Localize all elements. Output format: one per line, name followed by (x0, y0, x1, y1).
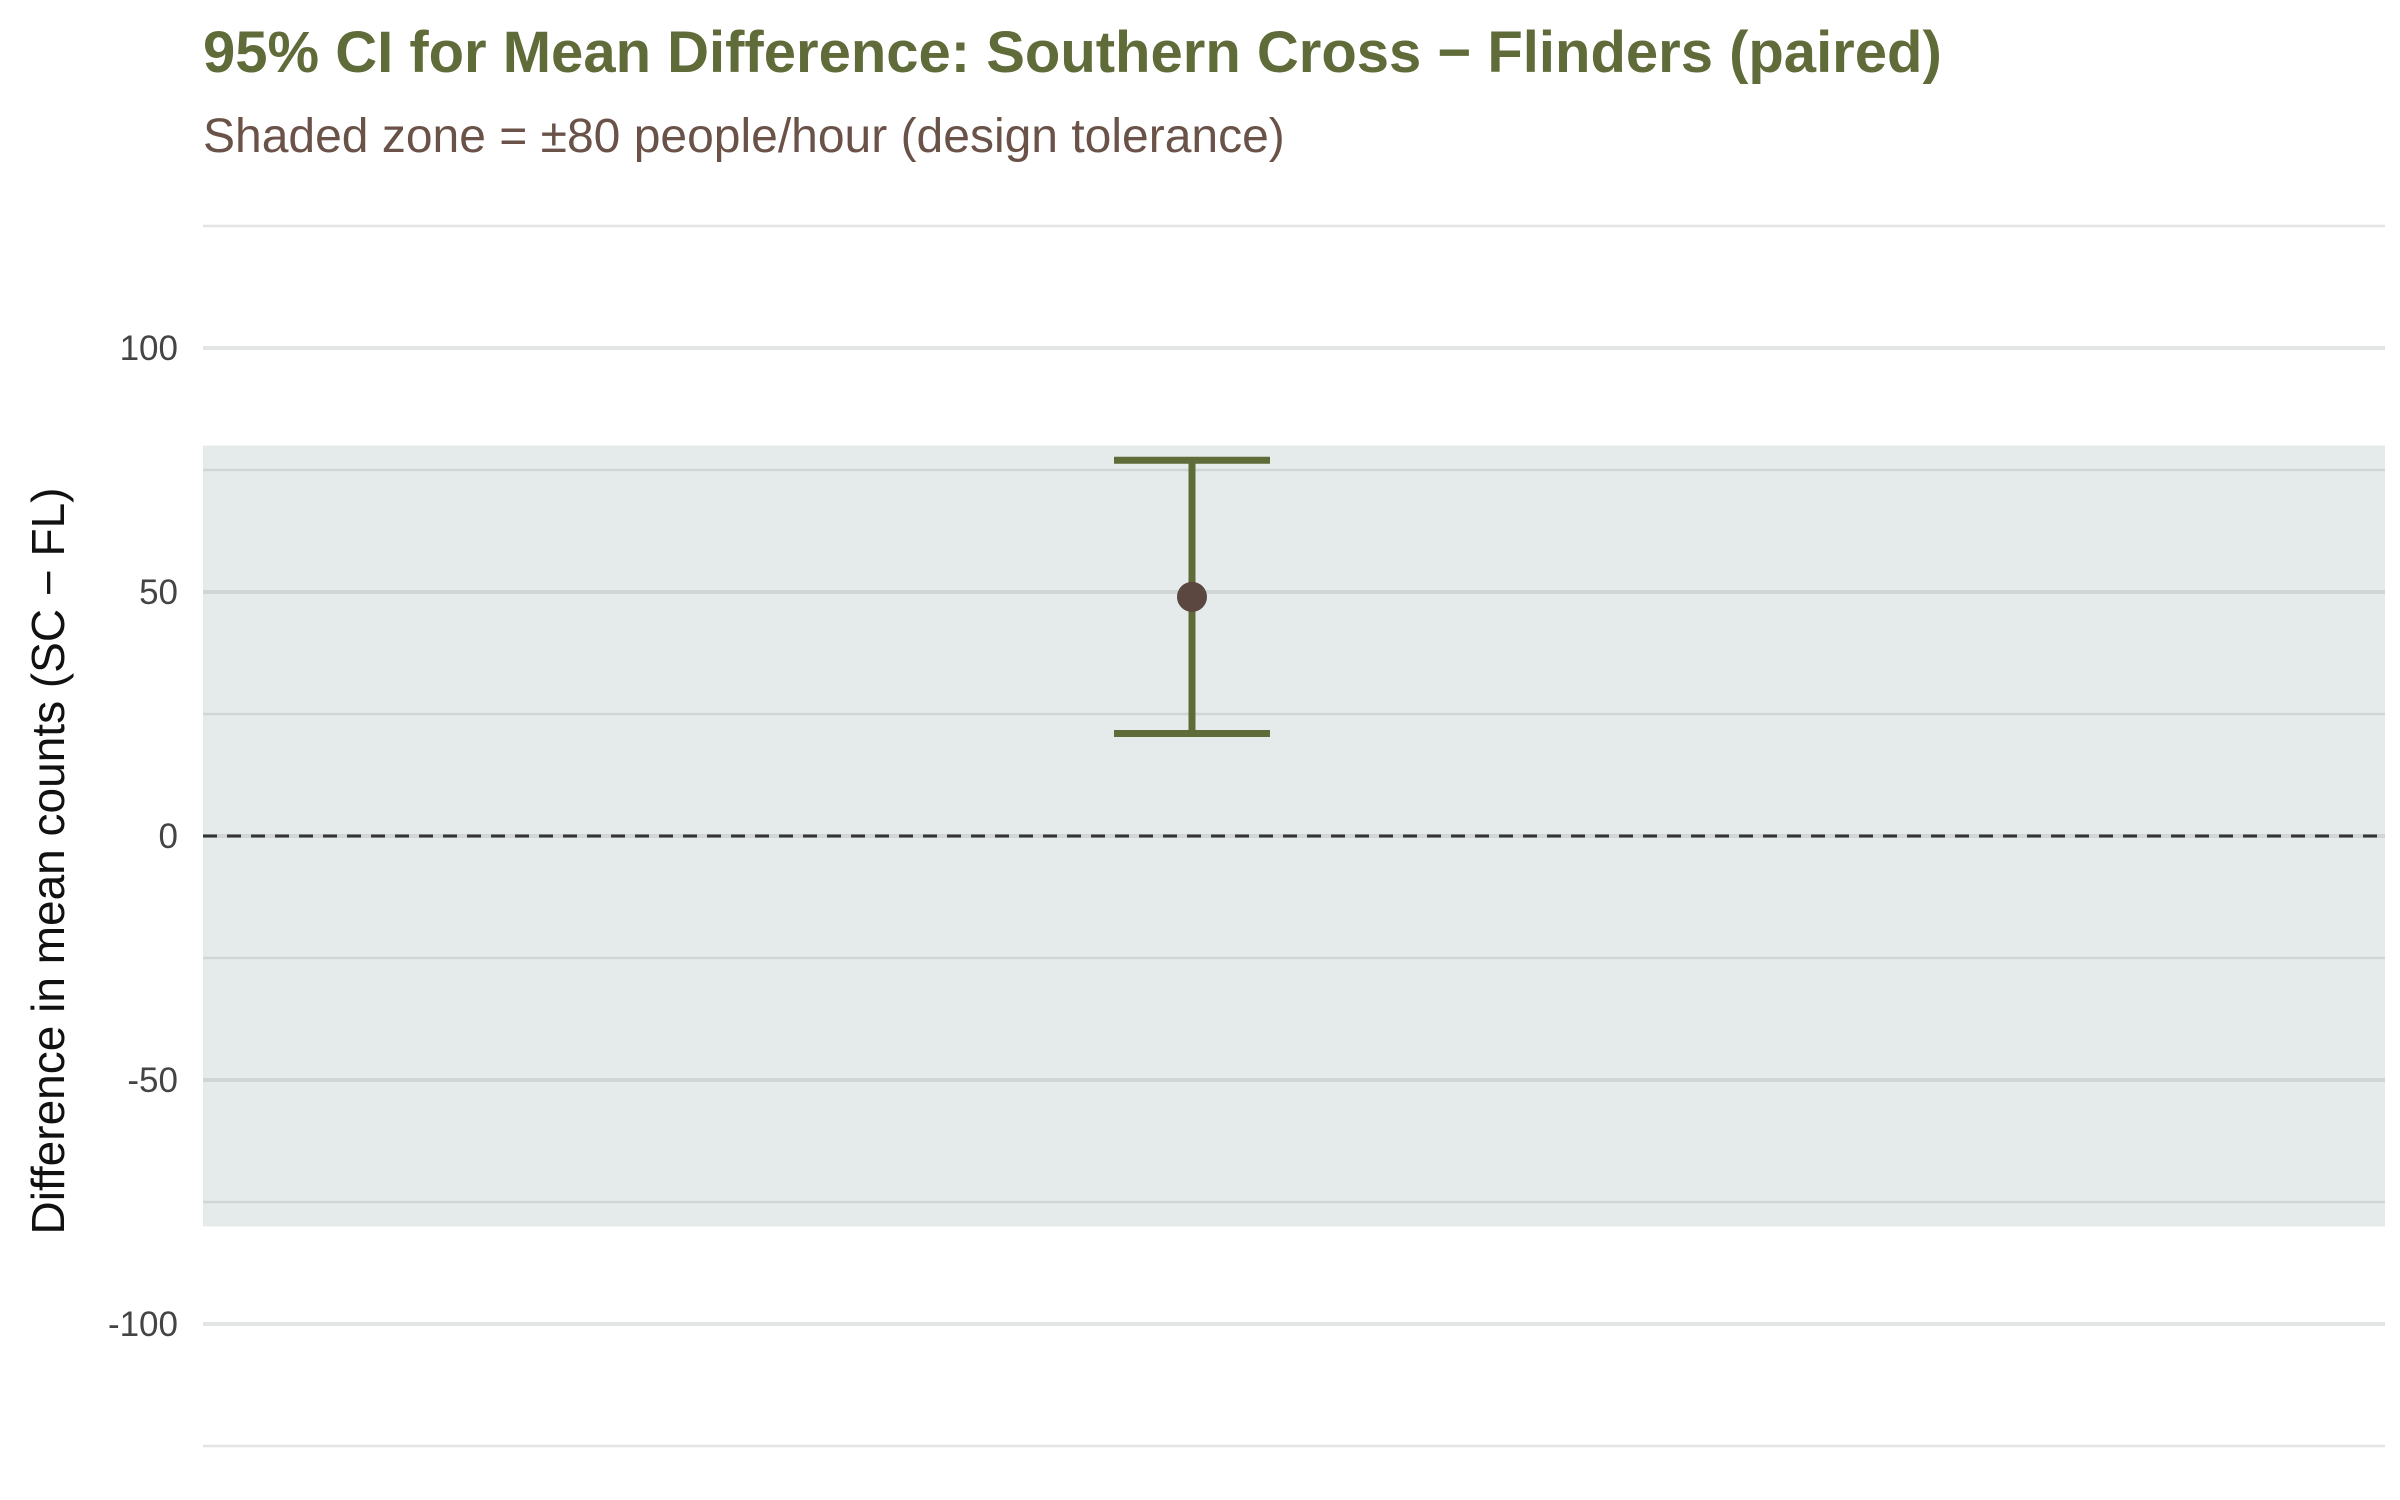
y-tick-label: 0 (159, 817, 178, 856)
y-axis-ticks: -100 -50 0 50 100 (108, 329, 178, 1344)
point-estimate (1177, 581, 1207, 612)
y-tick-label: 100 (120, 329, 178, 368)
chart-subtitle: Shaded zone = ±80 people/hour (design to… (203, 110, 1285, 163)
y-tick-label: -50 (127, 1061, 178, 1100)
chart-title: 95% CI for Mean Difference: Southern Cro… (203, 20, 1942, 85)
y-tick-label: -100 (108, 1305, 178, 1344)
y-axis-title: Difference in mean counts (SC − FL) (22, 488, 74, 1235)
y-tick-label: 50 (139, 573, 178, 612)
confidence-interval (1114, 456, 1270, 738)
